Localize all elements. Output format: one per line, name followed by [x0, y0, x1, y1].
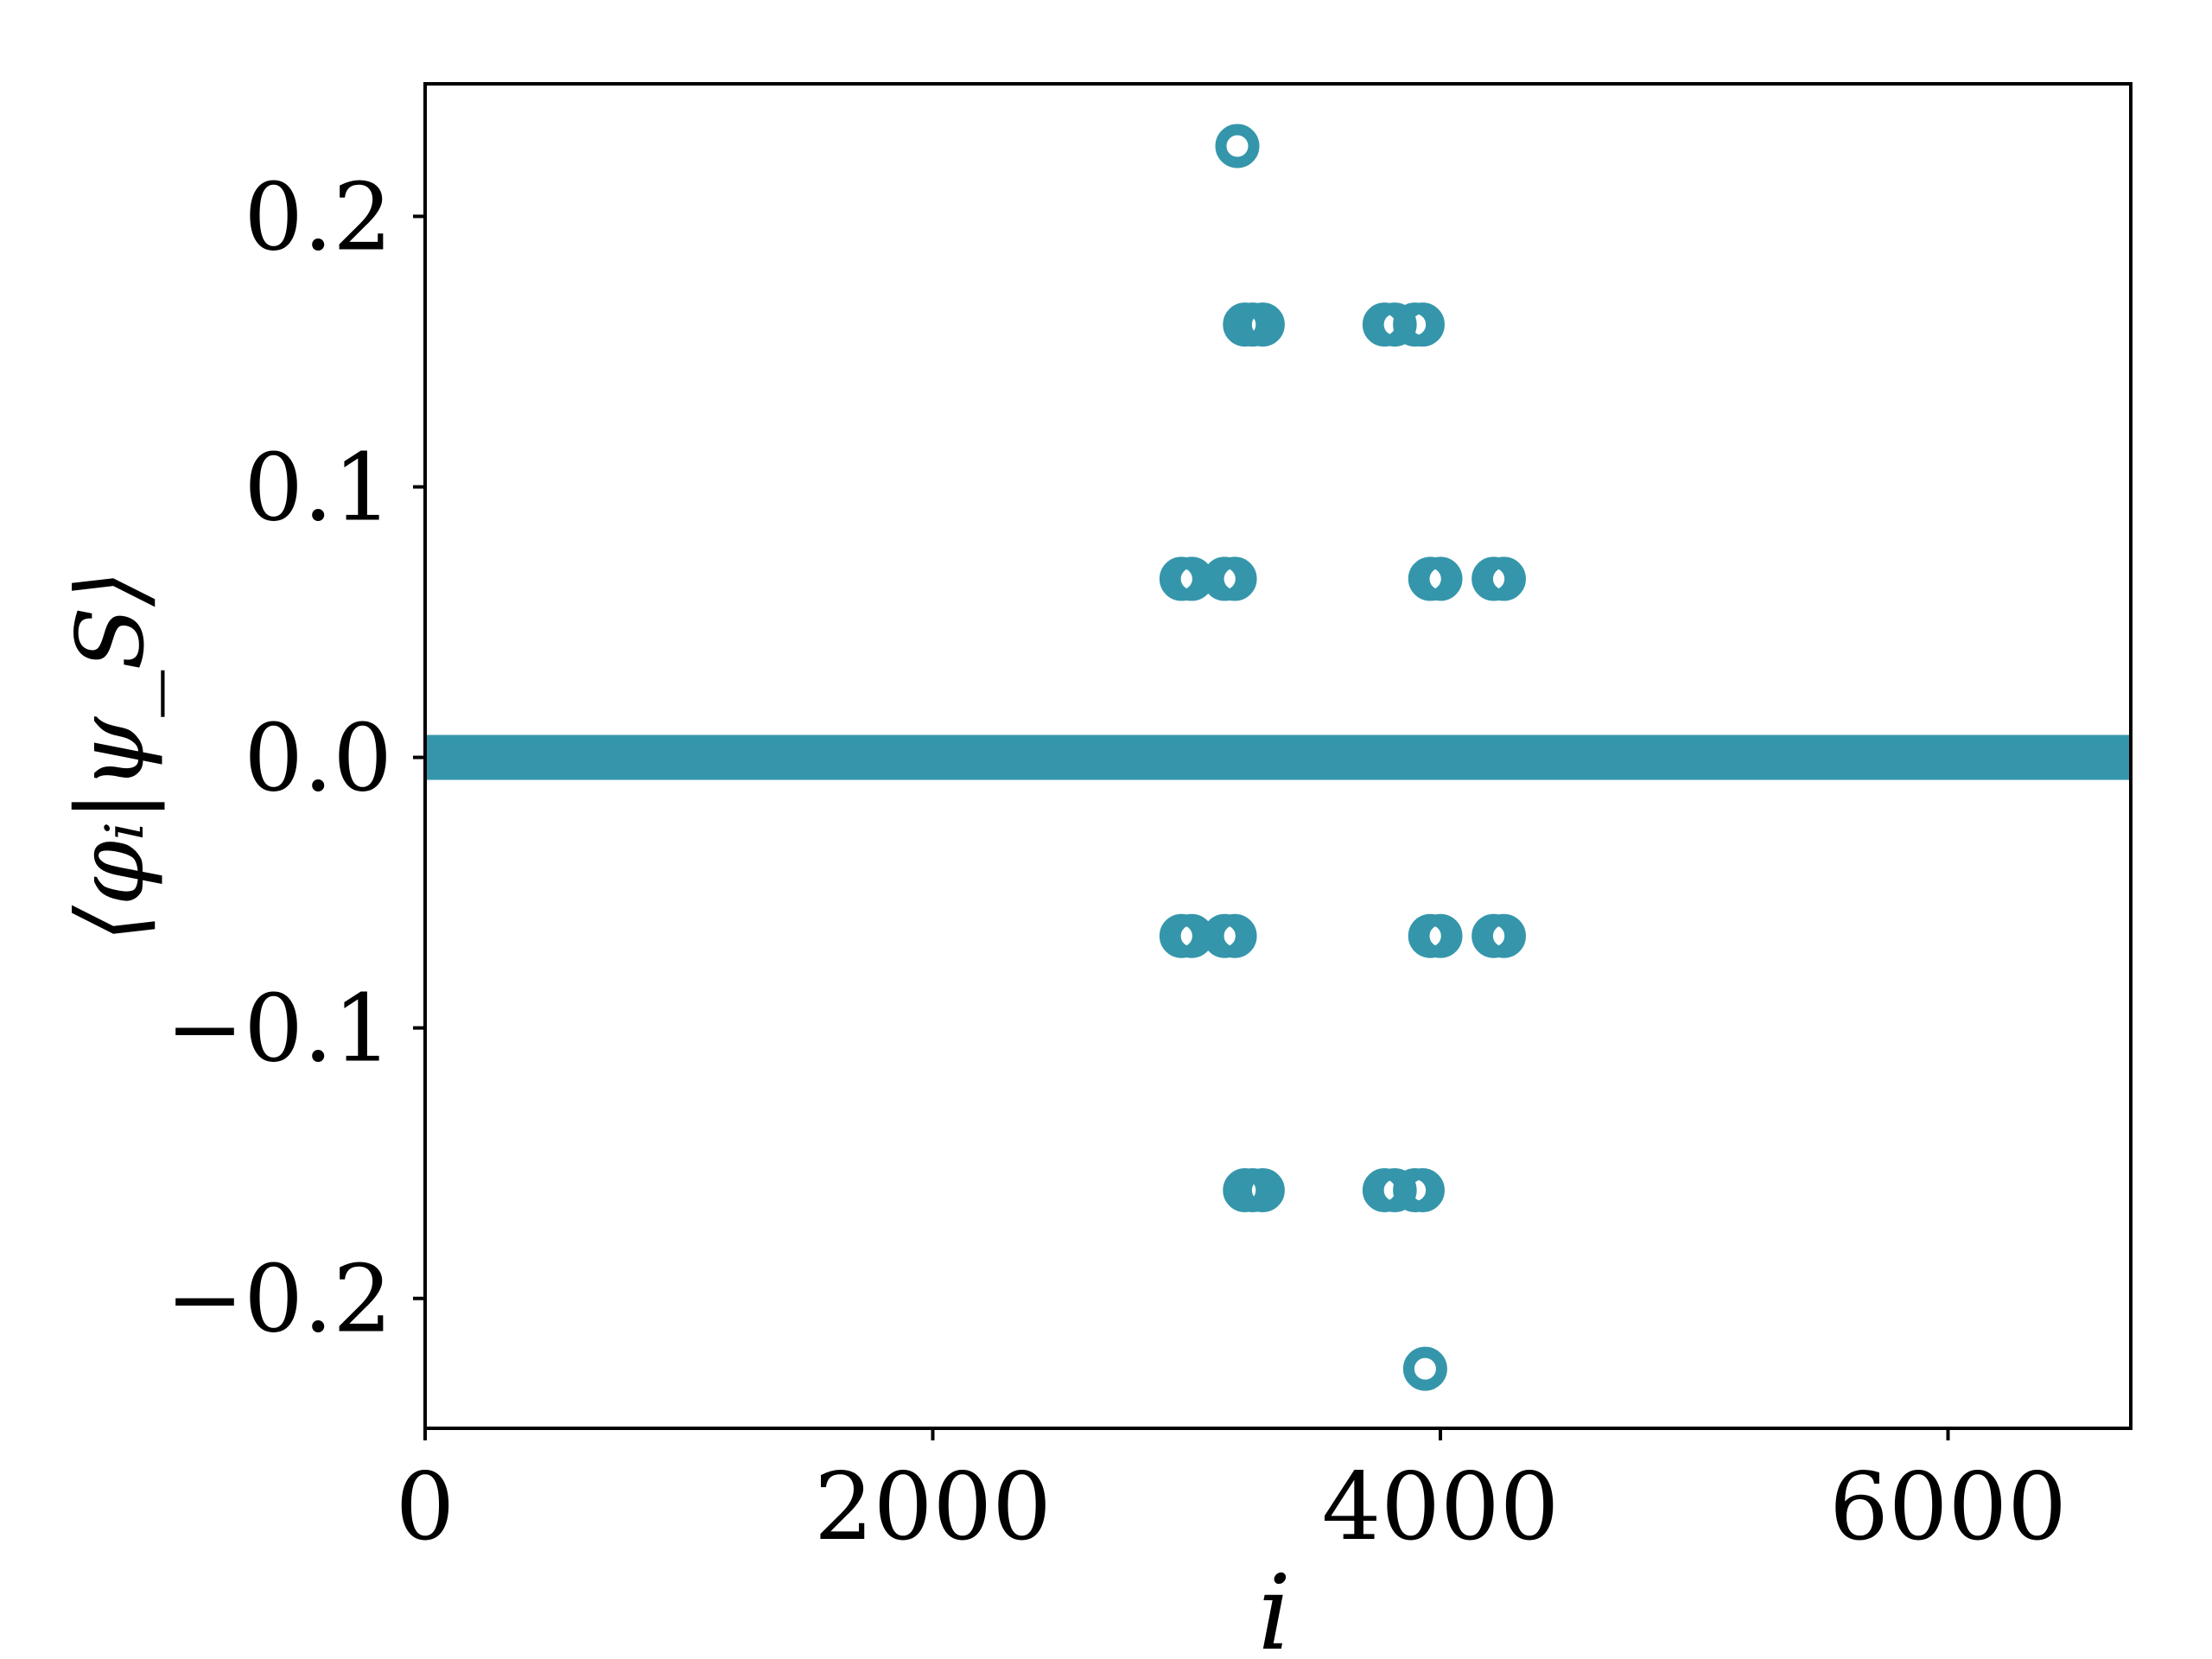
data-point-0 — [1215, 124, 1260, 168]
x-tick-label-0: 0 — [396, 1453, 455, 1561]
data-point-19 — [1212, 913, 1257, 958]
data-point-30 — [1400, 1167, 1445, 1212]
data-point-23 — [1481, 913, 1526, 958]
data-point-26 — [1240, 1167, 1285, 1212]
y-tick-label-3: 0.1 — [244, 434, 392, 542]
y-tick-label-0: −0.2 — [166, 1246, 392, 1354]
x-tick-label-3: 6000 — [1829, 1453, 2067, 1561]
plot-area — [425, 124, 2131, 1391]
axes: 0 2000 4000 6000 −0.2 −0.1 0.0 0.1 0.2 — [166, 82, 2133, 1561]
data-point-21 — [1418, 913, 1463, 958]
data-point-3 — [1240, 302, 1285, 347]
y-tick-label-2: 0.0 — [244, 705, 392, 813]
x-tick-label-1: 2000 — [814, 1453, 1052, 1561]
data-point-13 — [1418, 556, 1463, 601]
zero-value-band — [425, 734, 2131, 780]
data-point-7 — [1400, 302, 1445, 347]
data-point-31 — [1402, 1346, 1447, 1391]
data-point-11 — [1212, 556, 1257, 601]
data-point-15 — [1481, 556, 1526, 601]
y-tick-label-1: −0.1 — [166, 976, 392, 1084]
y-tick-label-4: 0.2 — [244, 163, 392, 271]
x-axis-label: i — [1258, 1554, 1291, 1659]
y-axis-label: ⟨φᵢ|ψ_S⟩ — [57, 570, 165, 943]
x-tick-label-2: 4000 — [1322, 1453, 1560, 1561]
